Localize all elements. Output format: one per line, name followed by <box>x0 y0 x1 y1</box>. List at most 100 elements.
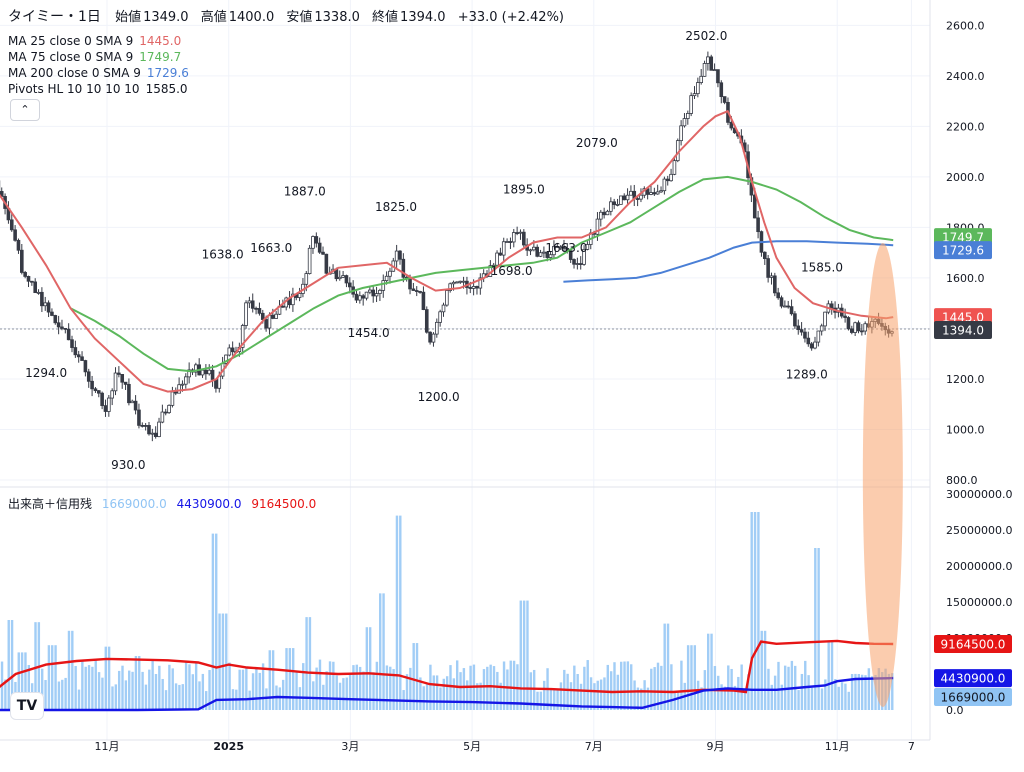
volume-bar <box>630 664 633 710</box>
price-tag-text: 1394.0 <box>942 323 984 337</box>
collapse-legend-button[interactable]: ⌃ <box>10 99 40 121</box>
open-value: 1349.0 <box>143 10 189 25</box>
volume-bar <box>499 682 502 710</box>
price-tag-text: 1729.6 <box>942 244 984 258</box>
candle-body <box>809 343 814 349</box>
volume-bar <box>593 683 596 710</box>
candle-body <box>347 282 352 288</box>
candle-body <box>170 391 175 406</box>
volume-bar <box>328 661 332 710</box>
volume-bar <box>51 645 54 710</box>
volume-bar <box>867 668 871 710</box>
volume-bar <box>44 680 47 710</box>
price-tags: 1749.71729.61445.01394.09164500.04430900… <box>934 228 1012 706</box>
candle-body <box>438 311 442 323</box>
volume-bar <box>204 691 208 710</box>
indicator-ma200[interactable]: MA 200 close 0 SMA 9 1729.6 <box>8 65 189 81</box>
candle-body <box>716 69 720 84</box>
candle-body <box>515 232 519 234</box>
volume-bar <box>770 684 773 710</box>
candle-body <box>96 390 101 394</box>
volume-bar <box>372 672 375 710</box>
volume-bar <box>626 661 630 710</box>
candle-body <box>461 280 466 283</box>
volume-bar <box>154 674 158 710</box>
volume-bar <box>663 623 666 710</box>
volume-bar <box>10 620 14 710</box>
volume-bar <box>325 671 328 710</box>
candle-body <box>585 244 590 250</box>
candle-body <box>374 293 379 297</box>
indicator-ma25[interactable]: MA 25 close 0 SMA 9 1445.0 <box>8 33 181 49</box>
volume-bar <box>777 661 780 710</box>
pivot-label: 930.0 <box>111 458 145 472</box>
pivot-label: 1825.0 <box>375 200 417 214</box>
candle-body <box>458 280 463 283</box>
indicator-ma75[interactable]: MA 75 close 0 SMA 9 1749.7 <box>8 49 181 65</box>
candle-body <box>773 275 777 294</box>
price-tick-label: 1000.0 <box>946 423 985 436</box>
candle-body <box>779 297 784 307</box>
pivot-labels: 1294.0 930.0 1638.0 1663.0 1887.0 1825.0 1454.… <box>25 29 843 472</box>
indicator-pivots[interactable]: Pivots HL 10 10 10 10 1585.0 <box>8 81 188 97</box>
tradingview-logo-icon[interactable]: TV <box>10 692 44 720</box>
price-tick-label: 1200.0 <box>946 373 985 386</box>
volume-bar <box>117 670 121 710</box>
volume-bar <box>733 685 737 710</box>
candle-body <box>13 229 17 241</box>
ma75-line <box>70 175 894 373</box>
volume-bar <box>138 656 141 710</box>
volume-bar <box>87 665 91 710</box>
candle-body <box>324 253 329 274</box>
volume-bar <box>84 666 87 710</box>
candle-body <box>843 315 847 318</box>
volume-bar <box>686 645 690 710</box>
volume-tick-label: 30000000.0 <box>946 488 1012 501</box>
candle-body <box>93 388 98 392</box>
time-tick-label: 9月 <box>707 740 725 753</box>
candle-body <box>598 211 603 220</box>
candle-body <box>86 371 91 382</box>
candle-body <box>388 270 392 277</box>
volume-bar <box>141 671 144 710</box>
volume-bar <box>348 674 352 710</box>
candle-body <box>475 286 479 289</box>
volume-bar <box>589 677 593 710</box>
candle-body <box>508 241 513 243</box>
volume-bar <box>305 617 308 710</box>
candle-body <box>344 275 349 284</box>
candle-body <box>578 263 583 265</box>
volume-bar <box>17 652 20 710</box>
candle-body <box>153 432 158 437</box>
margin-lines <box>0 639 894 712</box>
volume-bar <box>569 682 573 710</box>
volume-bar <box>174 683 178 710</box>
candle-body <box>43 302 48 307</box>
volume-tick-label: 0.0 <box>946 704 964 717</box>
pivot-label: 1887.0 <box>284 184 326 198</box>
volume-tag: 4430900.0 <box>934 669 1012 688</box>
volume-legend[interactable]: 出来高＋信用残 1669000.0 4430900.0 9164500.0 <box>8 495 322 512</box>
candle-body <box>40 291 44 307</box>
volume-bar <box>573 665 576 710</box>
candle-body <box>414 290 419 292</box>
candle-body <box>204 369 208 375</box>
volume-bar <box>660 665 663 710</box>
volume-bar <box>64 677 67 710</box>
candle-body <box>806 337 811 345</box>
volume-bar <box>208 670 211 710</box>
time-tick-label: 3月 <box>341 740 359 753</box>
symbol-title[interactable]: タイミー・1日 <box>8 9 101 25</box>
price-axis-bg <box>930 0 1024 772</box>
volume-bar <box>650 668 653 710</box>
volume-bar <box>807 675 810 710</box>
volume-bar <box>442 678 446 710</box>
candle-body <box>619 195 623 205</box>
candle-body <box>304 273 309 285</box>
volume-bar <box>7 620 10 710</box>
sell-margin-value: 9164500.0 <box>251 497 317 511</box>
candle-body <box>548 254 553 258</box>
pivot-label: 2502.0 <box>685 29 727 43</box>
volume-bar <box>891 673 894 710</box>
